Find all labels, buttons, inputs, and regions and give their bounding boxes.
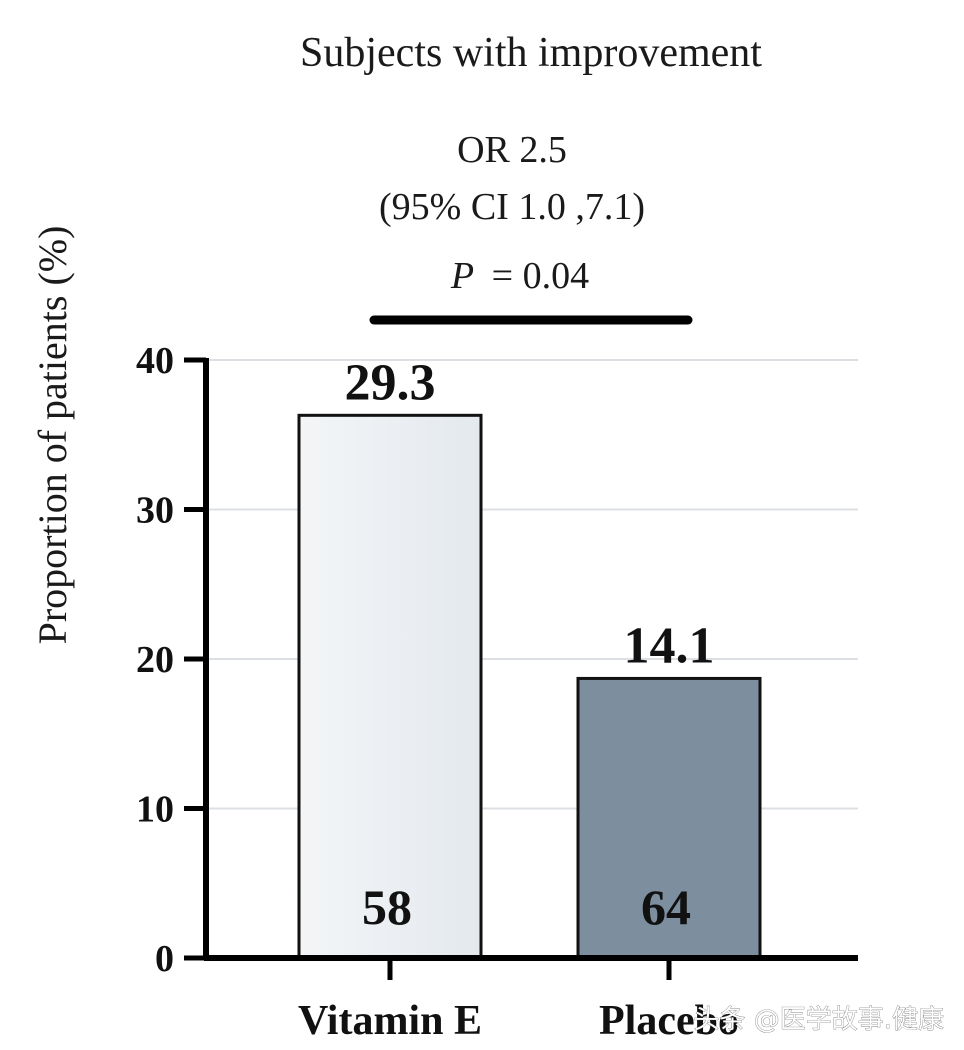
chart-title: Subjects with improvement [300, 30, 762, 76]
x-category-label: Placebo [599, 998, 739, 1044]
confidence-interval-label: (95% CI 1.0 ,7.1) [379, 186, 645, 228]
bar-n-label: 58 [362, 879, 412, 935]
p-symbol: P [450, 255, 474, 297]
bar-value-label: 14.1 [624, 617, 715, 674]
y-tick-label: 0 [155, 938, 174, 980]
p-value-label: P = 0.04 [450, 255, 589, 297]
bar-vitamin-e [297, 413, 483, 960]
y-tick-label: 30 [136, 490, 174, 532]
bars [297, 413, 762, 960]
y-tick-label: 20 [136, 639, 174, 681]
y-tick-label: 40 [136, 340, 174, 382]
odds-ratio-label: OR 2.5 [457, 129, 567, 171]
watermark-text: 头条 @医学故事.健康 [693, 1005, 944, 1035]
p-value: = 0.04 [492, 255, 589, 297]
x-category-label: Vitamin E [298, 998, 482, 1044]
labels: 0 10 20 30 40 29.3 58 Vitamin E 14.1 64 Placebo [136, 340, 739, 1044]
bar-placebo [576, 676, 762, 960]
bar-n-label: 64 [641, 879, 691, 935]
y-axis-label: Proportion of patients (%) [30, 226, 75, 645]
bar-value-label: 29.3 [345, 354, 436, 411]
y-tick-label: 10 [136, 789, 174, 831]
axes [184, 357, 858, 980]
